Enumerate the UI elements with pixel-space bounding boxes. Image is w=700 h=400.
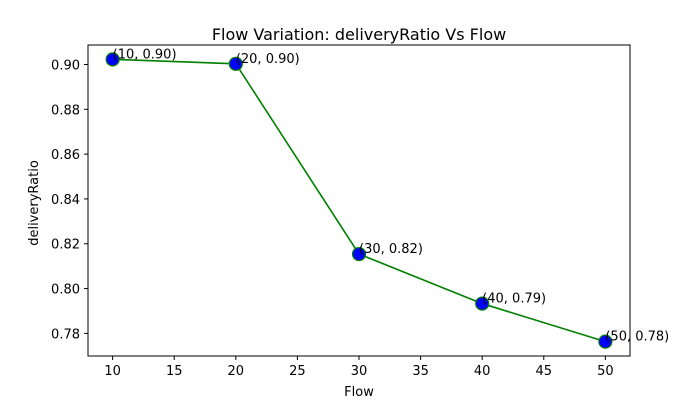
data-label: (50, 0.78)	[605, 330, 669, 345]
y-axis-label: deliveryRatio	[27, 160, 42, 246]
x-tick-label: 30	[351, 364, 368, 379]
data-point	[475, 296, 490, 311]
x-tick-label: 50	[597, 364, 614, 379]
data-point	[351, 246, 367, 262]
plot-area: 10 15 20 25 30 35 40 45 50 0.78 0.80 0.82 0.84 0.86 0.…	[51, 44, 669, 379]
data-point	[228, 56, 243, 71]
y-tick-label: 0.82	[51, 238, 80, 253]
x-tick-label: 10	[104, 364, 121, 379]
y-tick-label: 0.86	[51, 148, 80, 163]
data-label: (20, 0.90)	[236, 52, 300, 67]
y-tick-label: 0.78	[51, 327, 80, 342]
y-tick-label: 0.84	[51, 193, 80, 208]
chart-title: Flow Variation: deliveryRatio Vs Flow	[212, 25, 506, 44]
plot-frame	[87, 44, 631, 357]
y-tick-label: 0.80	[51, 283, 80, 298]
x-axis-label: Flow	[344, 385, 374, 400]
data-point	[598, 334, 613, 349]
data-point	[105, 52, 120, 67]
x-tick-label: 15	[166, 364, 183, 379]
x-tick-label: 45	[535, 364, 552, 379]
data-label: (30, 0.82)	[359, 242, 423, 257]
data-label: (40, 0.79)	[482, 292, 546, 307]
y-tick-label: 0.90	[51, 58, 80, 73]
x-tick-label: 35	[412, 364, 429, 379]
data-label: (10, 0.90)	[113, 47, 177, 62]
x-tick-label: 20	[228, 364, 245, 379]
y-tick-label: 0.88	[51, 103, 80, 118]
x-tick-label: 40	[474, 364, 491, 379]
x-tick-label: 25	[289, 364, 306, 379]
